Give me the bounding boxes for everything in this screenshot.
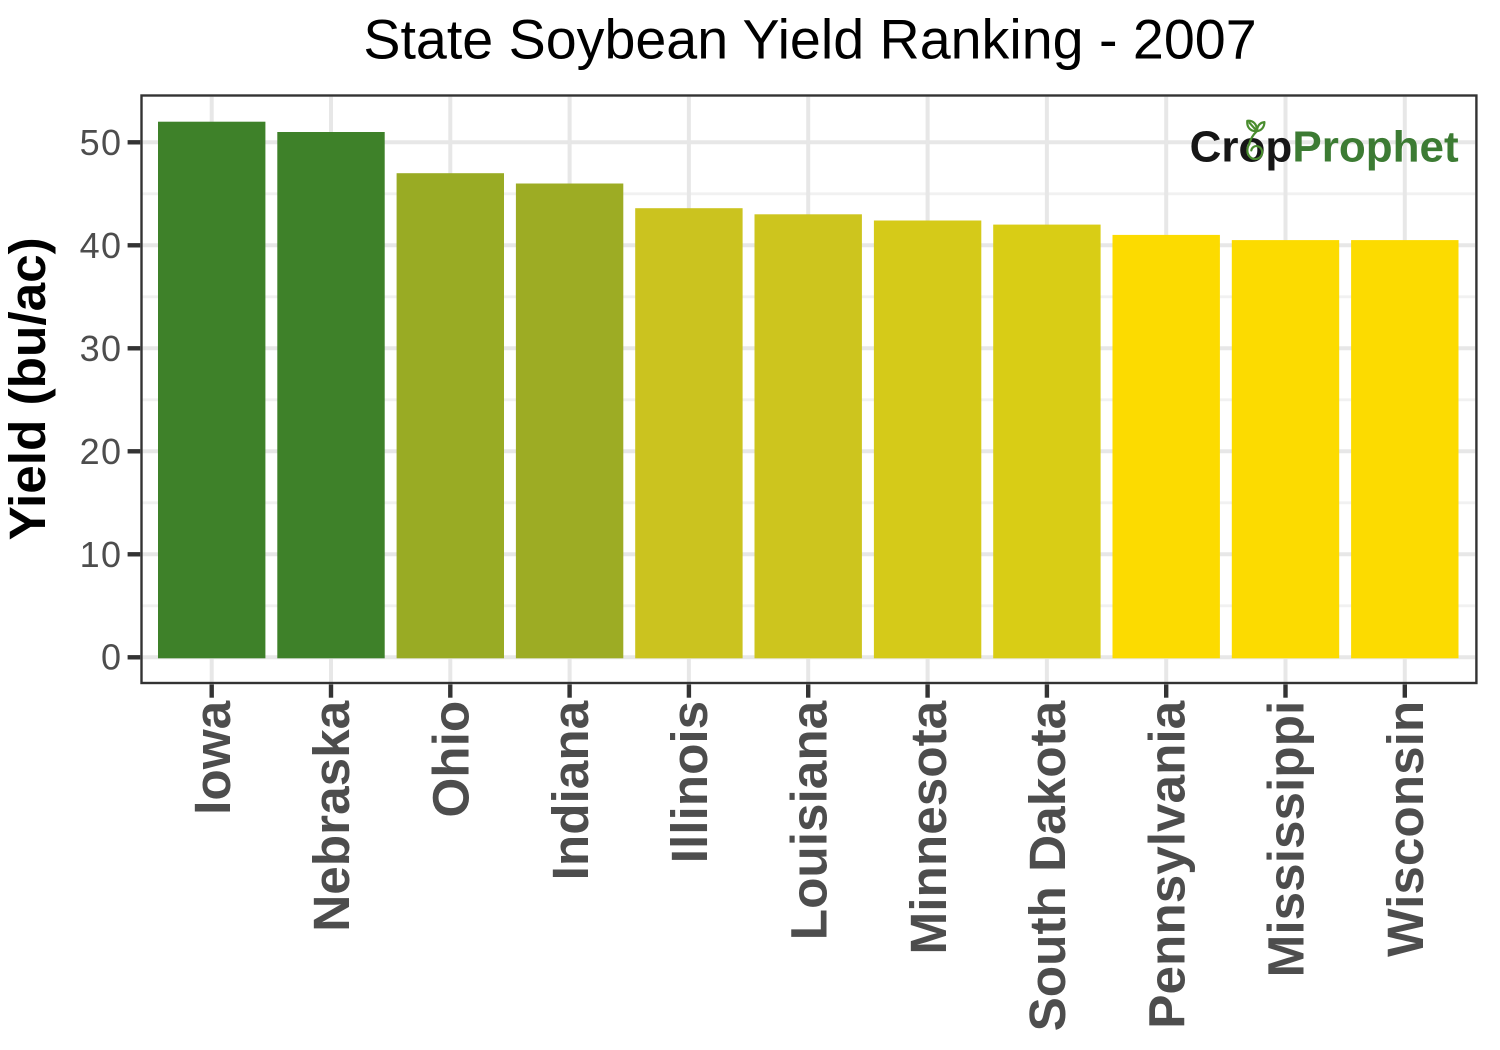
svg-text:10: 10 bbox=[80, 534, 121, 575]
svg-text:Indiana: Indiana bbox=[542, 700, 599, 880]
svg-text:Prophet: Prophet bbox=[1292, 123, 1459, 172]
svg-text:Minnesota: Minnesota bbox=[900, 700, 957, 954]
svg-text:Wisconsin: Wisconsin bbox=[1377, 701, 1434, 957]
svg-text:Nebraska: Nebraska bbox=[303, 700, 360, 931]
svg-text:50: 50 bbox=[80, 122, 121, 163]
svg-text:0: 0 bbox=[101, 637, 121, 678]
svg-text:Louisiana: Louisiana bbox=[780, 700, 837, 940]
svg-text:20: 20 bbox=[80, 431, 121, 472]
svg-text:Mississippi: Mississippi bbox=[1258, 701, 1315, 978]
svg-text:Pennsylvania: Pennsylvania bbox=[1138, 700, 1195, 1028]
svg-text:Ohio: Ohio bbox=[423, 701, 480, 818]
svg-text:Iowa: Iowa bbox=[184, 700, 241, 814]
svg-text:Illinois: Illinois bbox=[661, 701, 718, 863]
svg-text:State Soybean Yield Ranking -: State Soybean Yield Ranking - 2007 bbox=[363, 8, 1256, 70]
svg-text:Yield (bu/ac): Yield (bu/ac) bbox=[0, 237, 56, 540]
svg-text:30: 30 bbox=[80, 328, 121, 369]
svg-text:40: 40 bbox=[80, 225, 121, 266]
svg-text:South Dakota: South Dakota bbox=[1019, 700, 1076, 1031]
svg-text:Crop: Crop bbox=[1190, 123, 1293, 172]
